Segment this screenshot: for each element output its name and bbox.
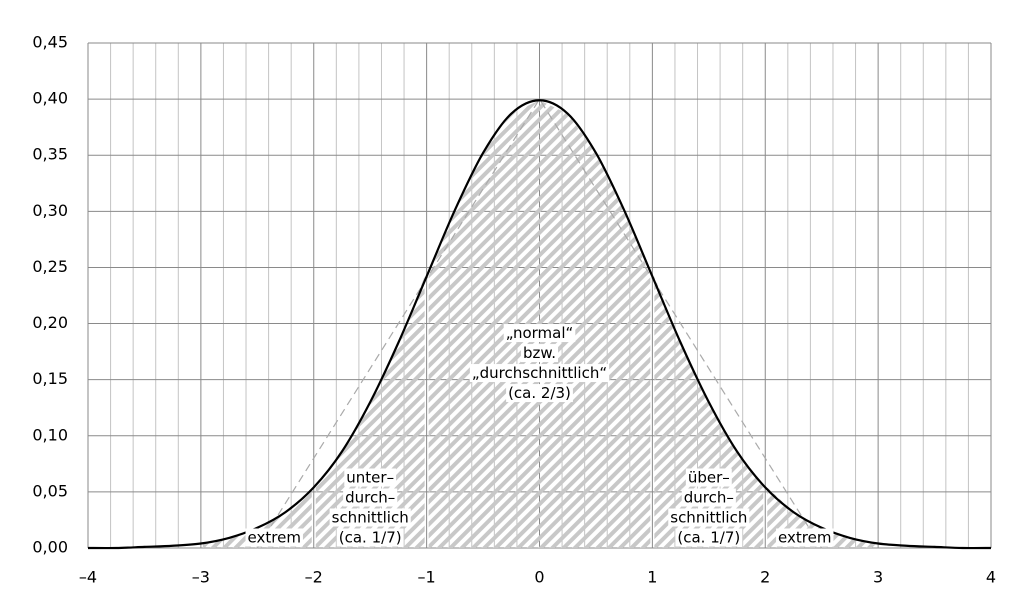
x-tick-label: 0 [534,568,544,587]
label-background [344,468,397,487]
y-tick-label: 0,25 [32,257,68,276]
x-tick-label: 2 [760,568,770,587]
region-label: schnittlich [332,509,409,527]
region-label: durch– [345,489,395,507]
y-tick-label: 0,00 [32,538,68,557]
y-tick-label: 0,35 [32,145,68,164]
region-label: „normal“ [506,324,574,342]
x-tick-label: 1 [647,568,657,587]
label-background [776,528,834,547]
y-tick-label: 0,30 [32,201,68,220]
label-background [343,488,398,507]
y-tick-label: 0,40 [32,89,68,108]
label-background [503,324,576,343]
region-label: über– [688,469,730,487]
region-label: extrem [778,529,831,547]
region-label: durch– [684,489,734,507]
y-tick-label: 0,05 [32,481,68,500]
x-tick-label: –4 [79,568,97,587]
density-curve [87,99,992,550]
label-background [469,364,610,383]
region-label: (ca. 1/7) [339,529,402,547]
x-tick-label: 4 [986,568,996,587]
region-hatch [315,276,425,548]
x-tick-label: –1 [418,568,436,587]
region-label: (ca. 2/3) [508,384,571,402]
label-background [675,528,743,547]
y-tick-label: 0,20 [32,313,68,332]
y-tick-label: 0,15 [32,369,68,388]
label-background [668,508,750,527]
region-label: (ca. 1/7) [677,529,740,547]
region-label: schnittlich [670,509,747,527]
y-tick-label: 0,45 [32,33,68,52]
x-tick-label: –3 [192,568,210,587]
reference-line [256,97,823,549]
label-background [685,468,732,487]
y-tick-label: 0,10 [32,425,68,444]
region-label: „durchschnittlich“ [472,364,607,382]
region-hatch [654,276,764,548]
label-background [520,344,559,363]
region-label: unter– [346,469,394,487]
label-background [245,528,303,547]
x-tick-label: 3 [873,568,883,587]
label-background [506,384,573,403]
region-label: extrem [248,529,301,547]
x-tick-label: –2 [305,568,323,587]
region-label: bzw. [523,344,556,362]
label-background [336,528,404,547]
label-background [681,488,736,507]
label-background [329,508,411,527]
